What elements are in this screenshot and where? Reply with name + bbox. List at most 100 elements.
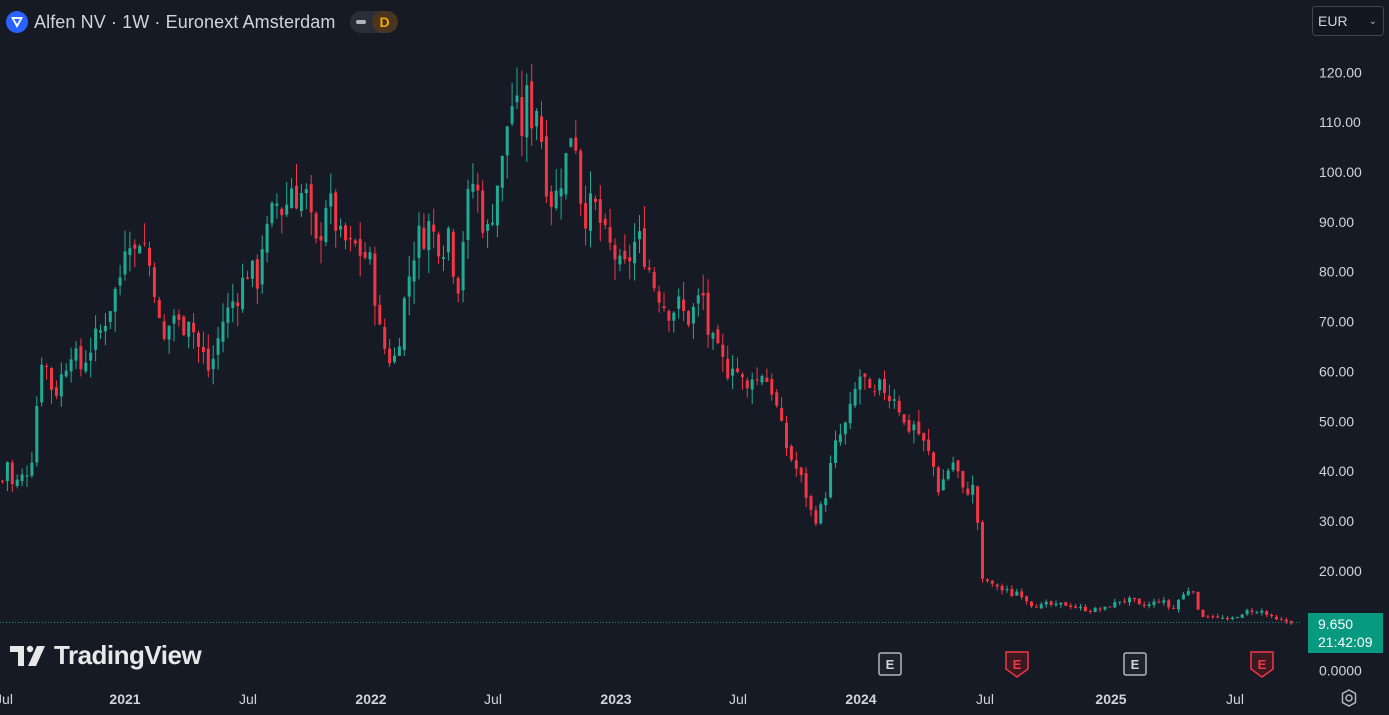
candle <box>20 468 24 487</box>
candle <box>804 467 808 507</box>
candle-body <box>177 314 181 320</box>
candle <box>535 108 539 141</box>
candle <box>976 485 980 531</box>
candle-body <box>1132 597 1136 600</box>
candle <box>113 287 117 332</box>
candle <box>936 465 940 496</box>
settings-icon[interactable] <box>1339 688 1359 708</box>
candle-body <box>887 395 891 402</box>
candle <box>290 178 294 209</box>
candle <box>731 355 735 390</box>
candle-body <box>108 311 112 322</box>
candle <box>417 212 421 280</box>
candle-body <box>701 293 705 296</box>
candle <box>1 479 4 484</box>
tradingview-logo[interactable]: TradingView <box>10 640 202 671</box>
candle <box>246 270 249 280</box>
candle <box>295 164 298 210</box>
candle <box>721 333 725 373</box>
candle <box>510 82 514 127</box>
candle <box>961 470 965 494</box>
price-axis[interactable]: 120.00 110.00 100.00 90.00 80.00 70.00 60.00 50… <box>1319 64 1362 678</box>
candle <box>1039 601 1043 610</box>
candle <box>760 374 764 386</box>
candle-body <box>579 150 583 204</box>
candle-body <box>858 376 862 390</box>
delayed-data-badge: D <box>371 11 398 33</box>
candle-body <box>682 299 686 311</box>
candle-body <box>932 452 935 467</box>
candle <box>466 179 470 259</box>
candle <box>1015 588 1019 596</box>
candle <box>1167 599 1171 611</box>
candle <box>574 120 578 154</box>
candle-body <box>5 462 9 482</box>
candle <box>280 207 284 234</box>
candle <box>770 373 774 401</box>
candle <box>672 311 676 333</box>
candle <box>863 373 867 390</box>
candle <box>613 238 617 281</box>
candle <box>348 225 352 252</box>
candle-body <box>456 278 460 294</box>
candle <box>5 461 9 492</box>
candle-body <box>564 153 568 195</box>
candle <box>1211 614 1215 620</box>
candle-body <box>1245 610 1249 615</box>
earnings-marker[interactable]: E <box>1123 652 1147 676</box>
candle-body <box>956 460 960 472</box>
candle-body <box>113 288 117 312</box>
candle-body <box>540 116 543 142</box>
candle-body <box>348 237 352 240</box>
candle-body <box>711 333 715 339</box>
earnings-marker[interactable]: E <box>1005 651 1029 678</box>
candle-body <box>216 338 220 355</box>
candle-body <box>1034 606 1038 608</box>
candle <box>35 396 39 467</box>
candle-body <box>94 328 98 350</box>
tradingview-icon[interactable] <box>6 11 28 33</box>
candle <box>1142 601 1146 609</box>
candle-body <box>329 193 333 207</box>
candle <box>152 262 156 304</box>
candle-body <box>613 245 617 260</box>
candle-body <box>1265 611 1269 615</box>
earnings-marker[interactable]: E <box>1250 651 1274 678</box>
candle <box>216 326 220 370</box>
candle <box>1025 595 1029 605</box>
candle <box>1059 602 1063 608</box>
candle-body <box>143 242 147 244</box>
candle-body <box>118 277 122 286</box>
candle <box>1275 614 1278 621</box>
candle <box>750 372 754 404</box>
candle-body <box>647 267 651 270</box>
candle-body <box>358 239 362 256</box>
candle-body <box>388 348 392 364</box>
currency-selector[interactable]: EUR ⌄ <box>1312 6 1384 36</box>
market-status-pill[interactable]: D <box>349 11 398 33</box>
candle-body <box>270 203 274 224</box>
candle <box>1289 620 1293 626</box>
candle <box>1128 595 1131 606</box>
candle <box>971 475 975 504</box>
candle-body <box>309 184 313 213</box>
time-axis[interactable]: Jul 2021 Jul 2022 Jul 2023 Jul 2024 Jul 2025 Jul <box>0 691 1244 707</box>
earnings-marker[interactable]: E <box>878 652 902 676</box>
candle <box>353 238 357 247</box>
candle <box>1074 603 1078 609</box>
candle-body <box>878 379 882 391</box>
candle-body <box>1206 616 1210 618</box>
y-tick-label: 100.00 <box>1319 164 1362 180</box>
symbol-title[interactable]: Alfen NV · 1W · Euronext Amsterdam <box>34 11 336 32</box>
candle-body <box>1235 617 1239 619</box>
candle <box>314 211 318 244</box>
candle-body <box>1279 619 1283 621</box>
candle <box>564 152 568 200</box>
candle-body <box>54 387 58 396</box>
candle-body <box>598 199 602 223</box>
candle <box>446 226 450 261</box>
candle-body <box>1069 605 1073 607</box>
candle <box>1137 598 1141 605</box>
